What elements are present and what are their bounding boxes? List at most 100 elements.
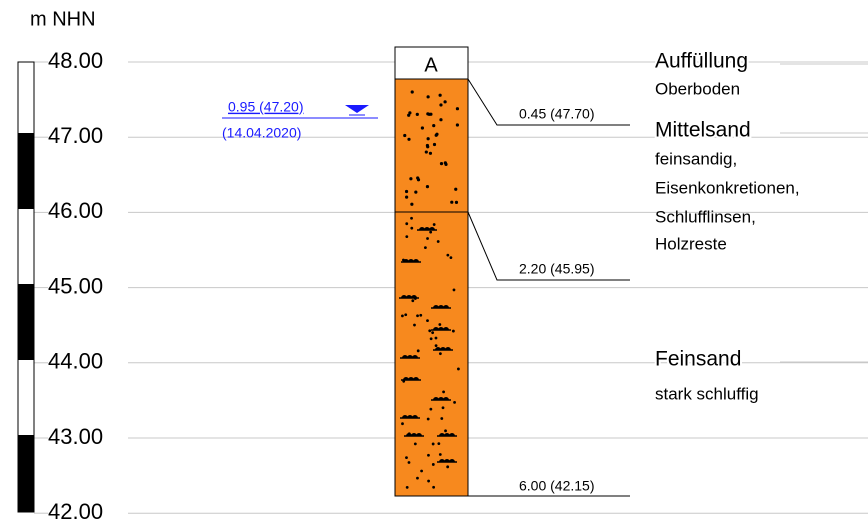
sand-dot	[431, 331, 435, 335]
silt-symbol	[411, 433, 417, 436]
scale-block	[18, 435, 34, 512]
silt-symbol	[449, 433, 455, 436]
sand-dot	[415, 112, 419, 117]
silt-symbol	[444, 433, 450, 436]
layer-description: feinsandig,	[655, 149, 737, 168]
sand-dot	[429, 407, 433, 411]
sand-dot	[454, 187, 458, 191]
silt-symbol	[406, 433, 412, 436]
sand-dot	[410, 202, 414, 206]
sand-dot	[452, 288, 456, 292]
silt-symbol	[406, 295, 412, 298]
sand-dot	[401, 314, 404, 318]
silt-symbol	[440, 347, 446, 350]
layer-description: stark schluffig	[655, 384, 759, 403]
layer-description: Oberboden	[655, 79, 740, 98]
silt-symbol	[407, 415, 413, 418]
sand-dot	[439, 118, 443, 122]
silt-symbol	[403, 259, 409, 262]
sand-dot	[446, 465, 450, 469]
sand-dot	[414, 190, 418, 194]
silt-symbol	[402, 415, 408, 418]
sand-dot	[410, 90, 414, 94]
sand-dot	[455, 107, 460, 111]
column-label: A	[424, 54, 438, 76]
silt-symbol	[438, 327, 444, 330]
water-level-symbol	[345, 105, 369, 113]
sand-dot	[438, 323, 442, 326]
silt-symbol	[433, 305, 439, 308]
sand-dot	[444, 429, 447, 433]
sand-dot	[439, 103, 443, 107]
silt-symbol	[443, 397, 449, 400]
sand-dot	[440, 417, 444, 420]
sand-dot	[410, 226, 414, 230]
sand-dot	[426, 417, 430, 421]
sand-dot	[416, 476, 419, 480]
sand-dot	[405, 486, 409, 489]
sand-dot	[431, 463, 435, 466]
layer-name: Auffüllung	[655, 50, 748, 73]
scale-tick-label: 47.00	[48, 123, 103, 148]
sand-dot	[435, 132, 439, 136]
silt-symbol	[401, 295, 407, 298]
sand-dot	[407, 461, 411, 464]
silt-symbol	[443, 305, 449, 308]
silt-symbol	[413, 259, 419, 262]
sand-dot	[443, 100, 447, 104]
scale-unit: m NHN	[30, 8, 96, 30]
sand-dot	[423, 246, 427, 250]
silt-symbol	[435, 347, 441, 350]
sand-dot	[438, 93, 442, 97]
silt-symbol	[408, 259, 414, 262]
layer-name: Feinsand	[655, 348, 741, 371]
sand-dot	[457, 367, 460, 371]
sand-dot	[431, 442, 435, 446]
fill-layer	[394, 46, 469, 80]
scale-tick-label: 46.00	[48, 198, 103, 223]
leader-line	[467, 78, 630, 126]
sand-dot	[425, 185, 430, 189]
silt-symbol	[413, 377, 419, 380]
sand-dot	[419, 313, 423, 317]
sand-dot	[450, 200, 454, 204]
silt-symbol	[419, 227, 425, 230]
scale-block	[18, 133, 34, 209]
sand-dot	[428, 151, 433, 155]
sand-dot	[405, 235, 409, 238]
silt-symbol	[402, 355, 408, 358]
silt-symbol	[439, 459, 445, 462]
sand-dot	[438, 352, 442, 356]
scale-tick-label: 44.00	[48, 349, 103, 374]
silt-symbol	[438, 397, 444, 400]
sand-dot	[438, 453, 442, 456]
sand-dot	[426, 237, 429, 240]
sand-dot	[416, 314, 419, 318]
depth-label: 2.20 (45.95)	[519, 261, 595, 277]
scale-tick-label: 48.00	[48, 48, 103, 73]
sand-dot	[455, 123, 460, 127]
silt-symbol	[407, 355, 413, 358]
scale-tick-label: 45.00	[48, 273, 103, 298]
sand-dot	[446, 253, 450, 257]
sand-dot	[425, 143, 430, 148]
sand-dot	[416, 349, 420, 353]
sand-dot	[432, 124, 436, 128]
sand-dot	[439, 162, 444, 166]
sand-dot	[429, 337, 433, 341]
sand-dot	[409, 177, 413, 181]
sand-dot	[451, 329, 455, 333]
sand-dot	[432, 142, 437, 147]
sand-dot	[453, 400, 456, 404]
sand-dot	[428, 329, 432, 333]
silt-symbol	[433, 397, 439, 400]
sand-dot	[410, 216, 413, 220]
sand-dot	[426, 95, 430, 99]
silt-symbol	[403, 377, 409, 380]
silt-symbol	[412, 355, 418, 358]
sand-dot	[454, 200, 459, 204]
silt-symbol	[433, 327, 439, 330]
sand-dot	[405, 456, 408, 460]
silt-symbol	[449, 459, 455, 462]
